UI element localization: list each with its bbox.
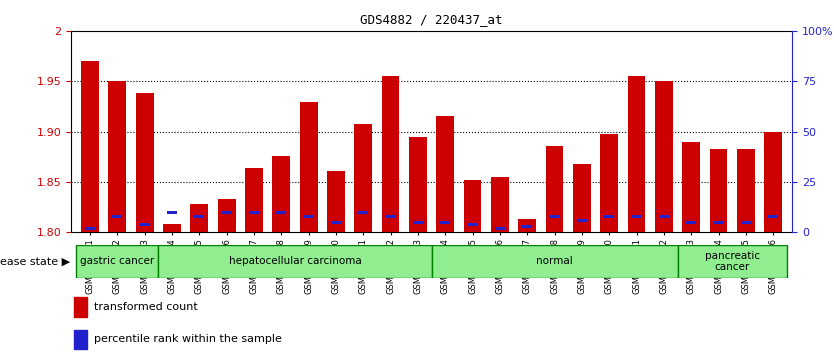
Bar [359,211,368,214]
Bar [354,123,372,232]
Bar [468,223,478,226]
Bar [436,117,455,232]
Bar [737,149,755,232]
Text: normal: normal [536,256,573,266]
Bar [85,227,95,230]
Bar [276,211,286,214]
Bar [304,215,314,218]
Bar [108,81,126,232]
Bar [768,215,778,218]
Text: gastric cancer: gastric cancer [80,256,154,266]
Bar [194,215,204,218]
Bar [764,132,782,232]
Text: GDS4882 / 220437_at: GDS4882 / 220437_at [360,13,503,26]
Bar [550,215,560,218]
Bar [628,76,646,232]
Bar [385,215,395,218]
Bar [299,102,318,232]
Bar [331,221,341,224]
Bar [714,221,723,224]
Bar [158,245,432,278]
Text: transformed count: transformed count [94,302,198,312]
Bar [167,211,177,214]
Text: pancreatic
cancer: pancreatic cancer [705,250,760,272]
Bar [655,81,673,232]
Bar [659,215,669,218]
Bar [273,156,290,232]
Bar [522,225,532,228]
Bar [218,199,235,232]
Bar [113,215,123,218]
Bar [495,227,505,230]
Bar [600,134,618,232]
Text: hepatocellular carcinoma: hepatocellular carcinoma [229,256,361,266]
Text: disease state ▶: disease state ▶ [0,256,70,266]
Bar [81,61,99,232]
Bar [432,245,677,278]
Bar [163,224,181,232]
Bar [519,219,536,232]
Bar [382,76,399,232]
Bar [440,221,450,224]
Bar [327,171,344,232]
Bar [249,211,259,214]
Bar [677,245,786,278]
Bar [682,142,700,232]
Bar [491,177,509,232]
Bar [222,211,232,214]
Bar [605,215,614,218]
Bar [464,180,481,232]
Bar [245,168,263,232]
Bar [545,146,564,232]
Bar [413,221,423,224]
Bar [710,149,727,232]
Bar [190,204,208,232]
Bar [73,297,87,317]
Bar [140,223,149,226]
Bar [686,221,696,224]
Bar [573,164,590,232]
Bar [741,221,751,224]
Bar [409,136,427,232]
Text: percentile rank within the sample: percentile rank within the sample [94,334,282,344]
Bar [73,330,87,349]
Bar [631,215,641,218]
Bar [577,219,587,222]
Bar [136,93,153,232]
Bar [77,245,158,278]
